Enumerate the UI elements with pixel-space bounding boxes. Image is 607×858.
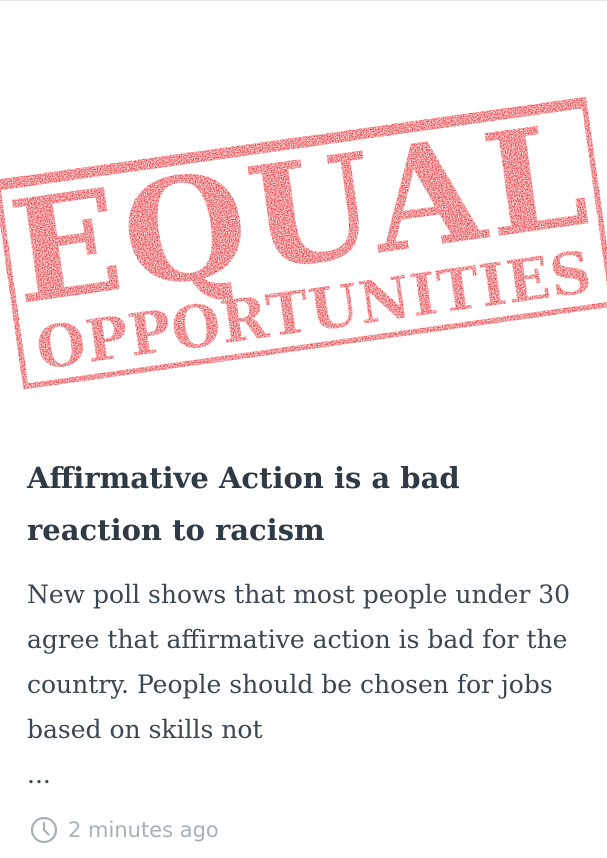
- top-divider: [0, 0, 607, 1]
- article-title[interactable]: Affirmative Action is a bad reaction to …: [27, 461, 460, 547]
- excerpt-ellipsis: ...: [27, 760, 51, 789]
- clock-icon: [30, 816, 58, 844]
- hero-image[interactable]: EQUAL OPPORTUNITIES: [0, 1, 607, 413]
- article-excerpt: New poll shows that most people under 30…: [27, 580, 571, 744]
- post-timestamp: 2 minutes ago: [68, 818, 219, 842]
- equal-opportunities-stamp: EQUAL OPPORTUNITIES: [0, 92, 607, 396]
- article-meta: 2 minutes ago: [30, 814, 219, 846]
